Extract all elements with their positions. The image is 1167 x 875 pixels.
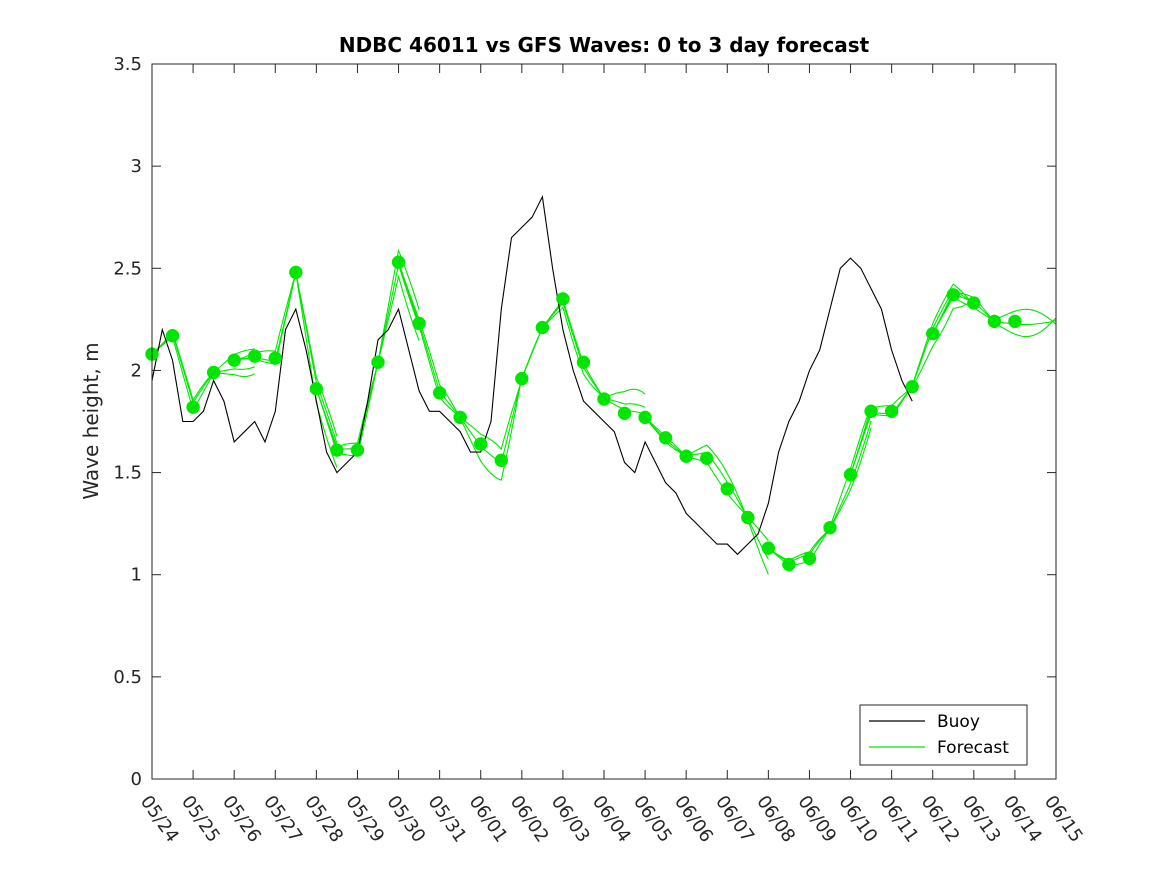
analysis-point <box>186 400 200 414</box>
analysis-point <box>679 449 693 463</box>
analysis-point <box>535 320 550 335</box>
analysis-point <box>905 380 919 394</box>
analysis-point <box>720 482 735 496</box>
y-tick-label: 3 <box>131 156 142 177</box>
analysis-point <box>268 351 283 365</box>
analysis-point <box>556 292 570 306</box>
analysis-point <box>309 382 324 396</box>
y-tick-label: 2 <box>131 360 142 381</box>
analysis-point <box>864 404 878 419</box>
y-tick-label: 1.5 <box>113 463 142 484</box>
analysis-point <box>165 328 180 343</box>
analysis-point <box>761 541 776 555</box>
analysis-point <box>453 410 467 425</box>
y-tick-label: 3.5 <box>113 54 142 75</box>
analysis-point <box>699 451 714 466</box>
analysis-point <box>289 265 303 280</box>
analysis-point <box>925 326 940 341</box>
analysis-point <box>247 349 262 363</box>
analysis-point <box>1008 314 1022 329</box>
analysis-point <box>987 314 1002 329</box>
analysis-point <box>741 510 755 525</box>
analysis-point <box>432 386 447 400</box>
legend-buoy-label: Buoy <box>937 712 980 732</box>
analysis-point <box>206 365 221 380</box>
analysis-point <box>515 371 529 386</box>
forecast-run-line <box>315 263 420 450</box>
analysis-point <box>658 431 673 445</box>
analysis-point <box>823 520 837 535</box>
analysis-point <box>802 551 817 566</box>
legend-box <box>859 704 1028 766</box>
legend: Buoy Forecast <box>859 704 1028 766</box>
legend-forecast-label: Forecast <box>937 738 1009 758</box>
analysis-point <box>782 557 796 572</box>
analysis-point <box>884 404 899 419</box>
analysis-point <box>371 355 385 370</box>
analysis-point <box>473 437 488 451</box>
analysis-points-layer <box>145 255 1022 572</box>
analysis-point <box>638 410 652 425</box>
analysis-point <box>227 353 241 367</box>
analysis-point <box>843 467 858 482</box>
analysis-point <box>494 453 509 468</box>
chart-title: NDBC 46011 vs GFS Waves: 0 to 3 day fore… <box>339 33 870 57</box>
y-axis-label: Wave height, m <box>79 342 103 499</box>
y-tick-label: 0.5 <box>113 667 142 688</box>
analysis-point <box>350 443 365 457</box>
analysis-point <box>967 296 981 310</box>
analysis-point <box>946 288 961 302</box>
y-tick-label: 2.5 <box>113 258 142 279</box>
analysis-point <box>617 406 632 421</box>
analysis-point <box>330 443 344 457</box>
analysis-point <box>391 255 406 269</box>
analysis-point <box>597 392 611 406</box>
analysis-point <box>576 355 591 370</box>
y-tick-label: 1 <box>131 565 142 586</box>
analysis-point <box>412 316 426 331</box>
buoy-line <box>151 194 913 556</box>
y-tick-label: 0 <box>131 769 142 790</box>
